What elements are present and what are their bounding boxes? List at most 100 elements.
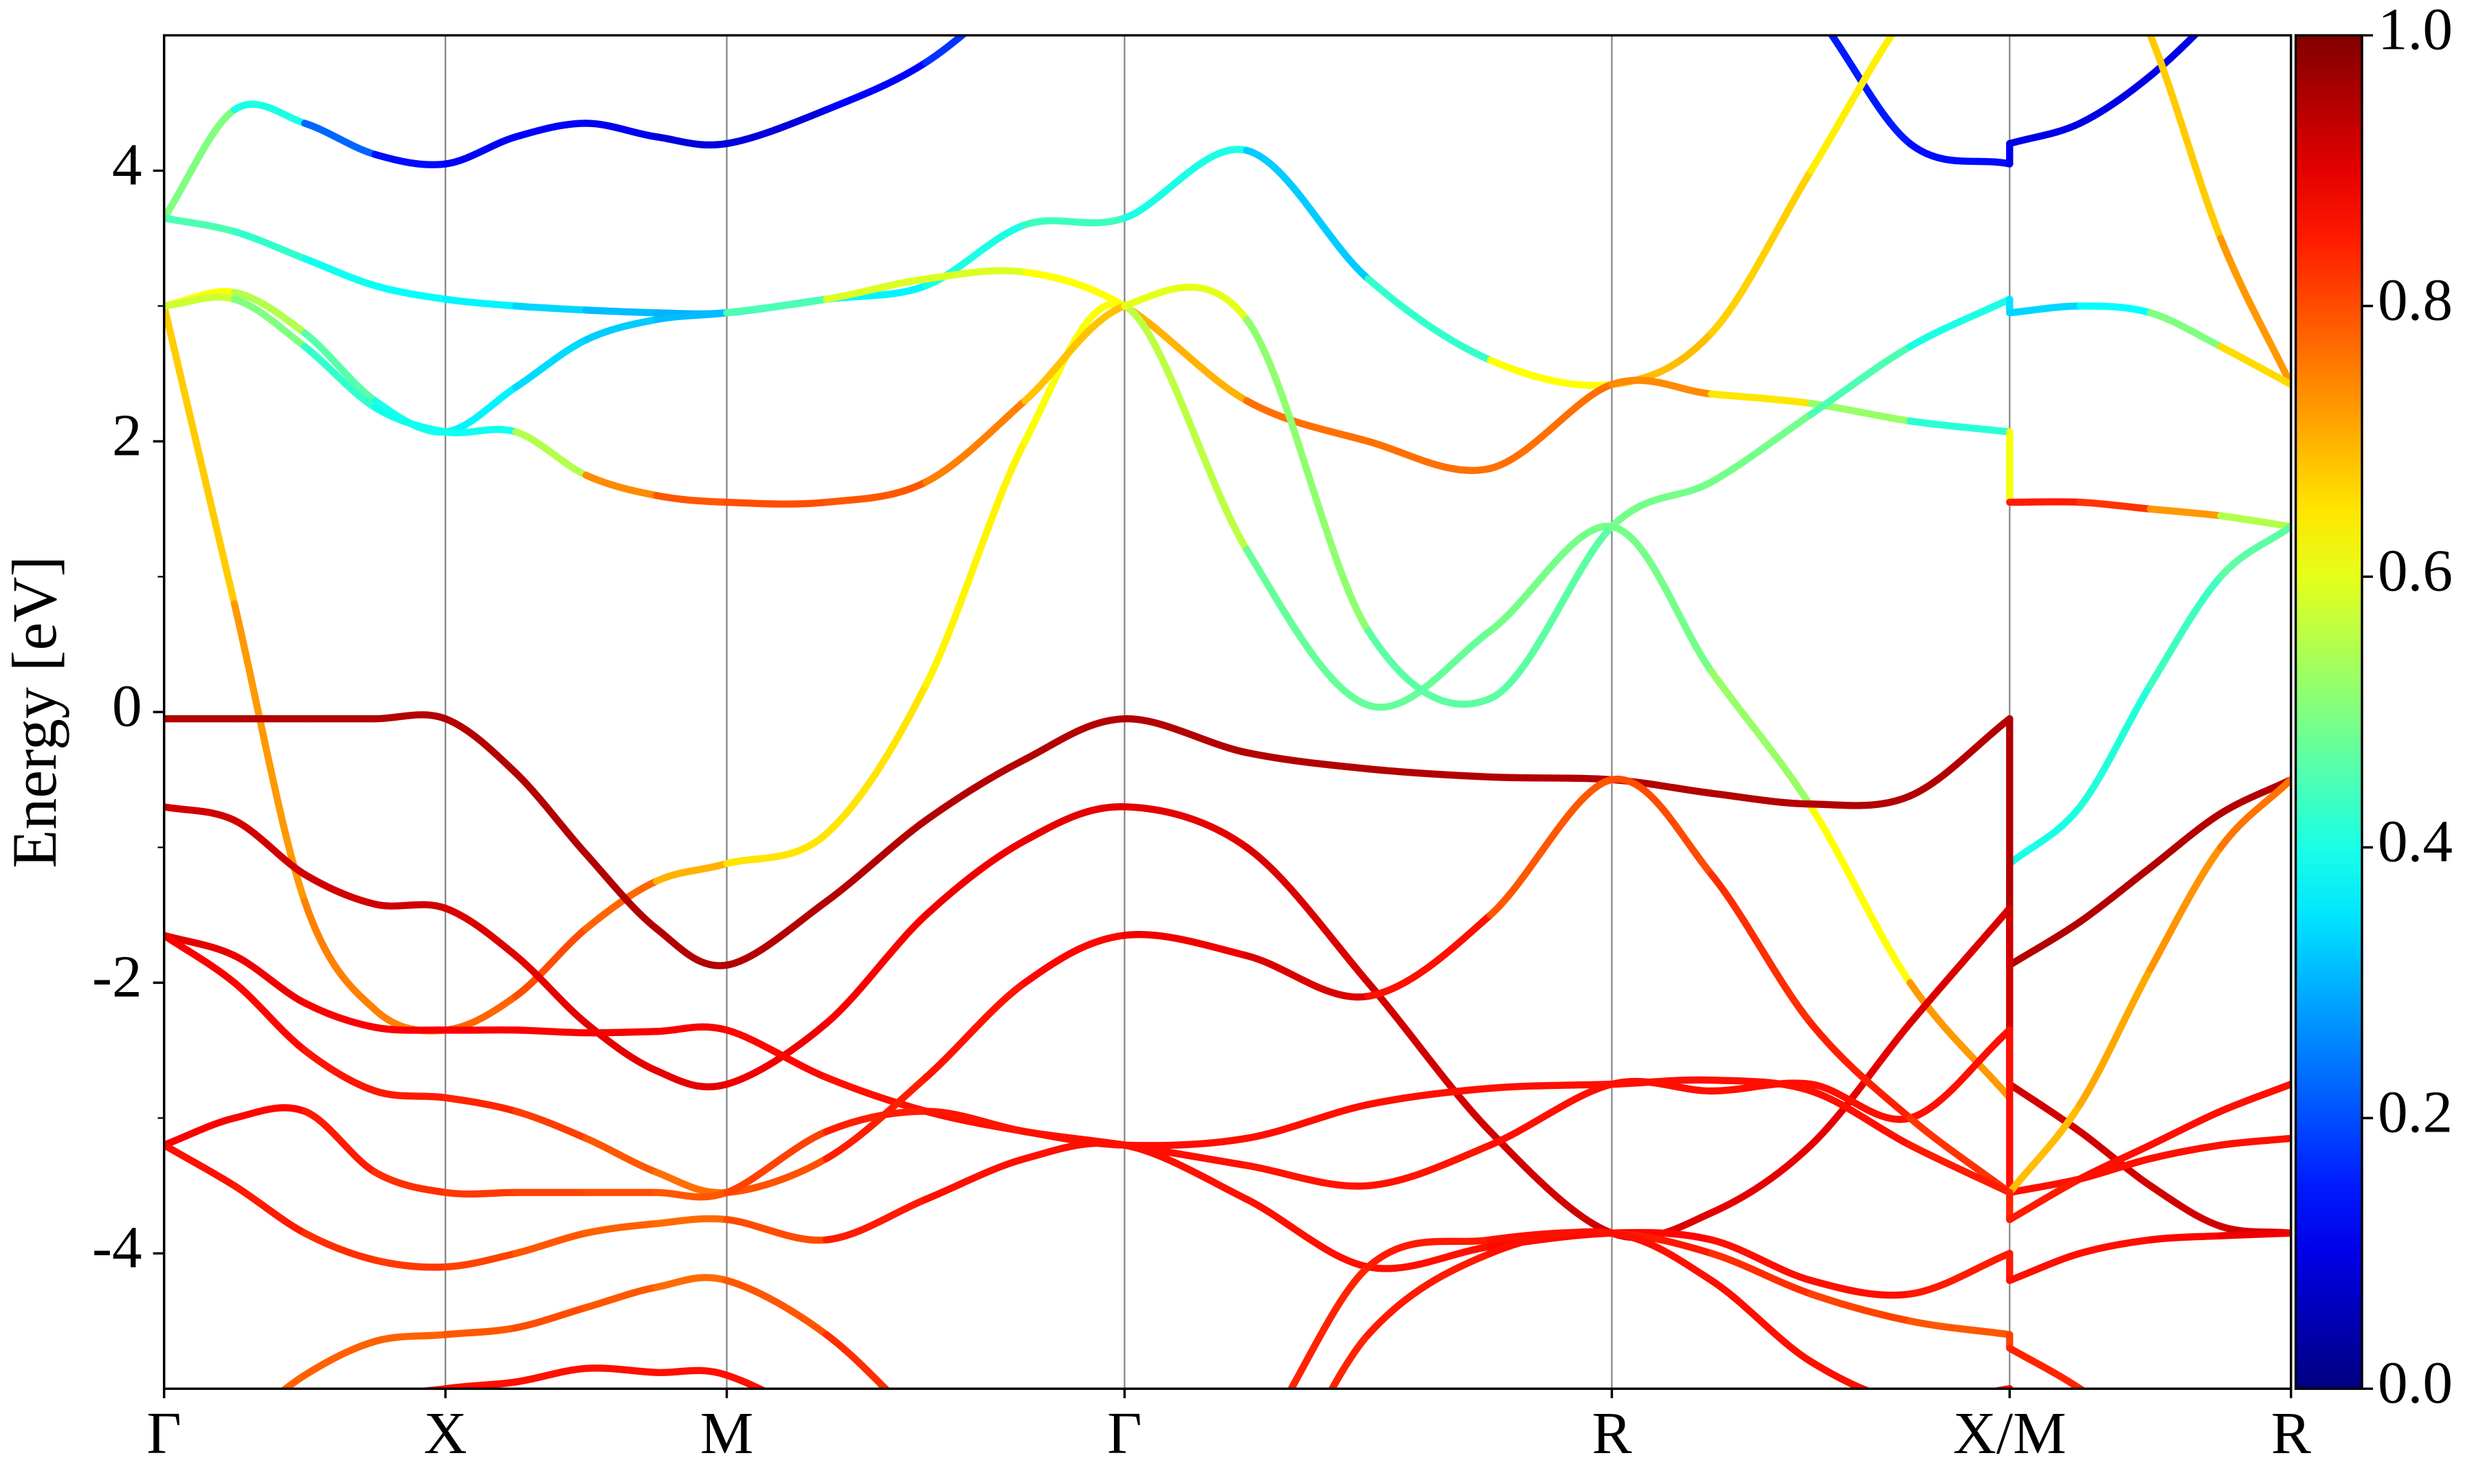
y-tick-label: -2 xyxy=(92,943,142,1009)
band-segment xyxy=(301,255,379,290)
band-segment xyxy=(582,471,660,499)
band-segment xyxy=(1021,300,1128,445)
band-segment xyxy=(582,1219,660,1237)
band-segment xyxy=(304,1402,375,1457)
band-segment xyxy=(1021,302,1128,405)
band-segment xyxy=(653,309,731,324)
band-segment xyxy=(653,492,731,506)
band-segment xyxy=(512,120,590,141)
band-segment xyxy=(1486,522,1616,635)
band-segment xyxy=(723,1020,830,1088)
band-segment xyxy=(1328,1331,1372,1389)
band-segment xyxy=(1708,1077,1815,1095)
x-tick-label: Γ xyxy=(147,1399,181,1466)
band-segment xyxy=(1708,668,1815,811)
band-segment xyxy=(1906,1317,2014,1338)
band-segment xyxy=(2146,35,2225,243)
band-segment xyxy=(164,293,238,310)
band-segment xyxy=(371,282,449,303)
bands xyxy=(164,35,2291,1484)
band-segment xyxy=(2006,1080,2084,1136)
band-segment xyxy=(371,900,449,912)
band-segment xyxy=(441,295,520,310)
band-segment xyxy=(823,58,930,113)
band-segment xyxy=(922,1108,1029,1136)
band-segment xyxy=(653,1367,731,1379)
band-segment xyxy=(1486,1080,1616,1149)
colorbar-tick-label: 0.4 xyxy=(2378,807,2453,874)
band-segment xyxy=(512,769,590,858)
band-segment xyxy=(1121,803,1251,851)
band-segment xyxy=(301,1046,379,1095)
band-segment xyxy=(1364,627,1494,708)
band-segment xyxy=(1608,775,1715,878)
band-segment xyxy=(2146,1232,2225,1244)
band-segment xyxy=(1364,911,1494,1000)
band-segment xyxy=(371,403,449,436)
band-segment xyxy=(164,1114,238,1149)
band-segment xyxy=(723,295,830,317)
band-segment xyxy=(1708,1141,1815,1217)
band-segment xyxy=(2146,35,2154,39)
band-segment xyxy=(1608,478,1715,530)
band-segment xyxy=(922,35,968,66)
band-segment xyxy=(1121,931,1251,960)
band-segment xyxy=(1364,1236,1494,1271)
y-tick-label: 0 xyxy=(112,672,142,739)
band-segment xyxy=(280,1371,309,1389)
band-segment xyxy=(2006,302,2084,317)
band-segment xyxy=(922,1155,1029,1203)
band-segment xyxy=(1486,1127,1616,1237)
band-segment xyxy=(723,1127,830,1196)
band-segment xyxy=(441,133,520,168)
band-segment xyxy=(1708,789,1815,808)
band-segment xyxy=(1807,1020,1914,1122)
band-segment xyxy=(441,992,520,1034)
band-segment xyxy=(1708,870,1815,1027)
band-segment xyxy=(1121,302,1251,554)
band-segment xyxy=(1807,1290,1914,1325)
band-segment xyxy=(582,315,660,344)
band-segment xyxy=(1608,1229,1715,1284)
colorbar-tick-label: 1.0 xyxy=(2378,0,2453,62)
band-segment xyxy=(1364,979,1494,1136)
band-segment xyxy=(230,979,309,1055)
band-segment xyxy=(512,952,590,1027)
band-segment xyxy=(230,289,309,337)
band-segment xyxy=(2006,918,2084,969)
band-segment xyxy=(653,1067,731,1091)
band-segment xyxy=(1906,1026,2014,1122)
band-segment xyxy=(2006,1345,2084,1389)
band-segment xyxy=(230,295,309,350)
band-segment xyxy=(1021,715,1128,763)
band-segment xyxy=(1364,627,1494,711)
band-segment xyxy=(2146,1108,2225,1149)
band-segment xyxy=(2150,1443,2220,1484)
band-segment xyxy=(1708,410,1815,486)
band-segment xyxy=(230,1104,309,1122)
band-segment xyxy=(1807,35,1896,175)
band-segment xyxy=(1708,1250,1815,1298)
band-segment xyxy=(2217,523,2291,581)
band-segment xyxy=(2006,120,2084,148)
band-segment xyxy=(823,275,930,303)
band-segment xyxy=(1708,167,1815,337)
band-segment xyxy=(2146,505,2225,519)
band-segment xyxy=(2006,1175,2084,1224)
y-tick-label: -4 xyxy=(92,1213,142,1280)
band-segment xyxy=(301,329,379,405)
band-segment xyxy=(164,106,238,222)
band-segment xyxy=(1242,315,1372,635)
band-segment xyxy=(823,681,930,837)
band-segment xyxy=(371,1331,449,1345)
band-segment xyxy=(1242,397,1372,445)
band-segment xyxy=(2217,776,2291,851)
band-segment xyxy=(2076,1236,2154,1257)
band-segment xyxy=(1242,749,1372,773)
band-segment xyxy=(582,120,660,141)
band-segment xyxy=(512,1108,590,1143)
band-segment xyxy=(512,336,590,391)
band-segment xyxy=(1608,1076,1715,1088)
band-segment xyxy=(1486,1080,1616,1092)
